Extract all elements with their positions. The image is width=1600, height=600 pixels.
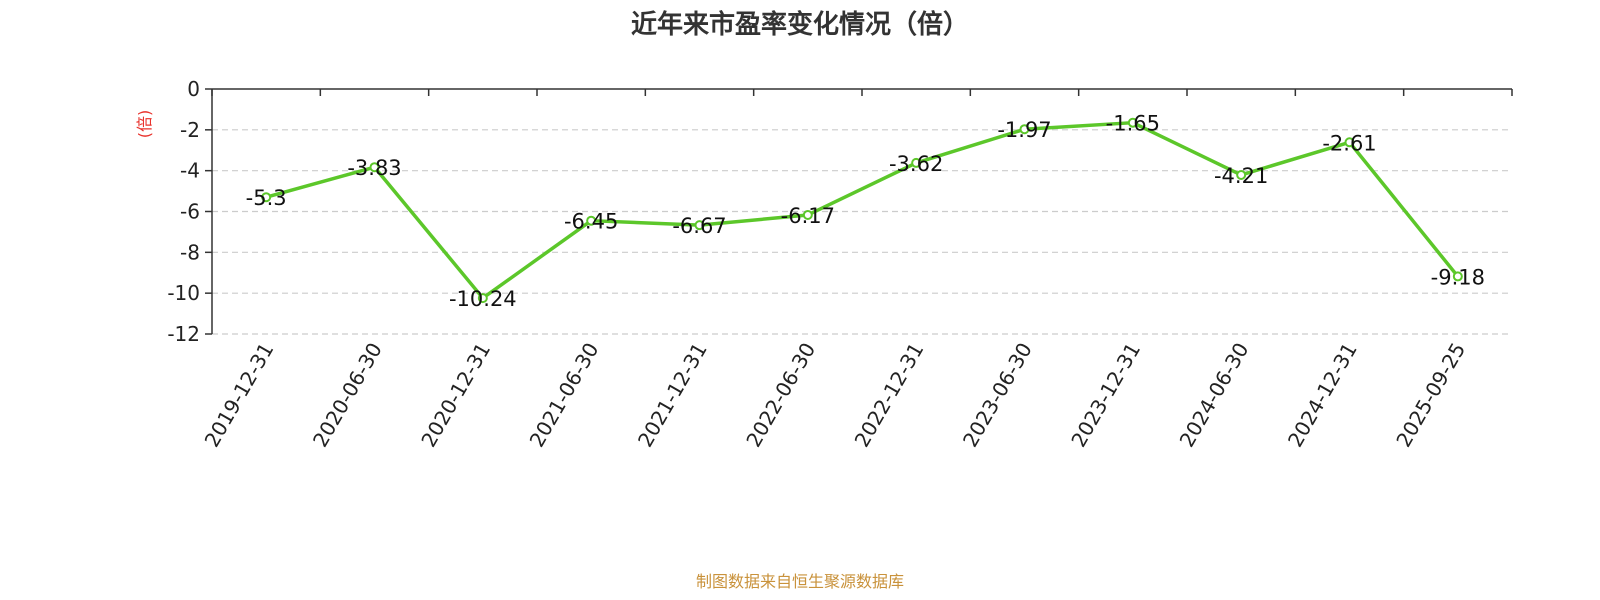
x-tick-label: 2019-12-31	[200, 339, 279, 452]
grid-lines	[212, 129, 1512, 335]
data-label: -10.24	[449, 287, 517, 311]
x-tick-label: 2023-06-30	[958, 339, 1037, 452]
y-axis-ticks: 0 -2 -4 -6 -8 -10 -12	[167, 77, 212, 346]
data-label: -4.21	[1214, 164, 1268, 188]
y-tick-label: -10	[167, 281, 200, 305]
x-tick-label: 2021-06-30	[525, 339, 604, 452]
x-tick-label: 2022-12-31	[850, 339, 929, 452]
data-label: -1.65	[1106, 112, 1160, 136]
data-label: -5.3	[246, 186, 287, 210]
data-point	[911, 157, 922, 168]
y-tick-label: -2	[180, 118, 200, 142]
data-label: -1.97	[997, 118, 1051, 142]
x-tick-label: 2024-12-31	[1283, 339, 1362, 452]
x-tick-label: 2023-12-31	[1066, 339, 1145, 452]
y-tick-label: 0	[187, 77, 200, 101]
data-point	[1127, 117, 1138, 128]
data-label: -6.67	[672, 214, 726, 238]
data-label: -2.61	[1322, 131, 1376, 155]
x-tick-label: 2021-12-31	[633, 339, 712, 452]
series-line-group	[261, 117, 1463, 304]
source-note: 制图数据来自恒生聚源数据库	[695, 572, 904, 591]
data-label: -9.18	[1431, 265, 1485, 289]
data-point	[261, 192, 272, 203]
y-tick-label: -12	[167, 322, 200, 346]
data-labels: -5.3 -3.83 -10.24 -6.45 -6.67 -6.17 -3.62 -1.97…	[246, 112, 1485, 311]
y-axis-title: (倍)	[135, 110, 154, 139]
chart-title: 近年来市盈率变化情况（倍）	[630, 10, 969, 40]
data-point	[1344, 137, 1355, 148]
data-point	[477, 293, 488, 304]
y-tick-label: -8	[180, 240, 200, 264]
data-point	[586, 215, 597, 226]
x-tick-label: 2022-06-30	[741, 339, 820, 452]
data-point	[369, 162, 380, 173]
data-label: -6.45	[564, 210, 618, 234]
data-point	[1452, 271, 1463, 282]
x-tick-label: 2025-09-25	[1391, 339, 1470, 452]
y-tick-label: -4	[180, 159, 200, 183]
series-line	[265, 120, 1460, 300]
data-point	[694, 220, 705, 231]
data-label: -6.17	[781, 204, 835, 228]
data-label: -3.83	[347, 156, 401, 180]
x-axis-ticks: 2019-12-31 2020-06-30 2020-12-31 2021-06-30…	[200, 89, 1513, 452]
data-point	[1019, 124, 1030, 135]
x-tick-label: 2020-12-31	[416, 339, 495, 452]
y-tick-label: -6	[180, 200, 200, 224]
data-point	[802, 209, 813, 220]
data-label: -3.62	[889, 152, 943, 176]
data-point	[1236, 169, 1247, 180]
x-tick-label: 2020-06-30	[308, 339, 387, 452]
x-tick-label: 2024-06-30	[1175, 339, 1254, 452]
